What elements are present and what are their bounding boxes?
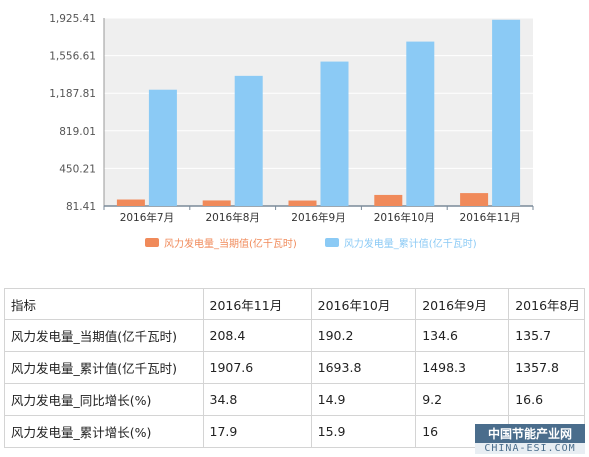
x-tick-label: 2016年11月 <box>460 211 521 224</box>
table-cell: 1693.8 <box>310 351 417 384</box>
table-cell: 风力发电量_累计值(亿千瓦时) <box>4 351 204 384</box>
bar-cumulative <box>406 41 435 207</box>
table-row: 风力发电量_累计值(亿千瓦时) 1907.6 1693.8 1498.3 135… <box>4 351 585 384</box>
watermark-url: CHINA-ESI.COM <box>475 443 585 454</box>
table-header-cell: 2016年9月 <box>415 288 510 320</box>
legend-item-current[interactable]: 风力发电量_当期值(亿千瓦时) <box>145 235 297 250</box>
table-cell: 16.6 <box>508 383 585 416</box>
chart-area: 81.41 450.21 819.01 1,187.81 1,556.61 1,925.4… <box>49 13 534 250</box>
y-tick-label: 450.21 <box>59 163 96 175</box>
bar-current <box>116 199 145 206</box>
bar-chart: 81.41 450.21 819.01 1,187.81 1,556.61 1,925.4… <box>49 13 534 224</box>
legend-swatch-cumulative <box>324 237 339 247</box>
x-tick-label: 2016年8月 <box>205 211 259 224</box>
table-row: 风力发电量_当期值(亿千瓦时) 208.4 190.2 134.6 135.7 <box>4 319 585 352</box>
y-tick-label: 1,556.61 <box>49 51 96 63</box>
x-tick-label: 2016年7月 <box>120 211 174 224</box>
legend-label-current: 风力发电量_当期值(亿千瓦时) <box>164 238 297 250</box>
bar-current <box>202 200 231 206</box>
table-cell: 135.7 <box>508 319 585 352</box>
table-cell: 34.8 <box>202 383 312 416</box>
table-header-cell: 指标 <box>4 288 204 320</box>
x-tick-label: 2016年10月 <box>374 211 435 224</box>
bar-current <box>460 193 489 206</box>
table-cell: 风力发电量_累计增长(%) <box>4 415 204 448</box>
y-tick-label: 1,187.81 <box>49 88 96 100</box>
table-cell: 15.9 <box>310 415 417 448</box>
bar-current <box>374 194 403 206</box>
table-cell: 风力发电量_当期值(亿千瓦时) <box>4 319 204 352</box>
x-tick-label: 2016年9月 <box>291 211 345 224</box>
table-cell: 1907.6 <box>202 351 312 384</box>
data-table: 指标 2016年11月 2016年10月 2016年9月 2016年8月 风力发… <box>4 288 585 448</box>
table-cell: 1357.8 <box>508 351 585 384</box>
table-header-cell: 2016年11月 <box>202 288 312 320</box>
y-tick-label: 1,925.41 <box>49 13 96 25</box>
bar-current <box>288 200 317 206</box>
table-cell: 9.2 <box>415 383 510 416</box>
bar-cumulative <box>492 19 521 206</box>
table-row: 风力发电量_同比增长(%) 34.8 14.9 9.2 16.6 <box>4 383 585 416</box>
table-cell: 1498.3 <box>415 351 510 384</box>
table-cell: 17.9 <box>202 415 312 448</box>
site-watermark: 中国节能产业网 CHINA-ESI.COM <box>475 424 585 454</box>
table-header-cell: 2016年10月 <box>310 288 417 320</box>
table-header-row: 指标 2016年11月 2016年10月 2016年9月 2016年8月 <box>4 288 585 320</box>
bar-cumulative <box>320 61 349 206</box>
bar-cumulative <box>234 75 263 206</box>
y-tick-label: 819.01 <box>59 126 96 138</box>
y-tick-label: 81.41 <box>66 201 96 213</box>
table-cell: 14.9 <box>310 383 417 416</box>
bar-cumulative <box>148 89 177 206</box>
legend-label-cumulative: 风力发电量_累计值(亿千瓦时) <box>343 238 477 250</box>
table-cell: 风力发电量_同比增长(%) <box>4 383 204 416</box>
watermark-title: 中国节能产业网 <box>475 424 585 443</box>
table-header-cell: 2016年8月 <box>508 288 585 320</box>
chart-legend: 风力发电量_当期值(亿千瓦时) 风力发电量_累计值(亿千瓦时) <box>145 235 505 250</box>
legend-swatch-current <box>145 237 159 247</box>
table-cell: 190.2 <box>310 319 417 352</box>
legend-item-cumulative[interactable]: 风力发电量_累计值(亿千瓦时) <box>324 235 477 250</box>
table-cell: 208.4 <box>202 319 312 352</box>
table-cell: 134.6 <box>415 319 510 352</box>
